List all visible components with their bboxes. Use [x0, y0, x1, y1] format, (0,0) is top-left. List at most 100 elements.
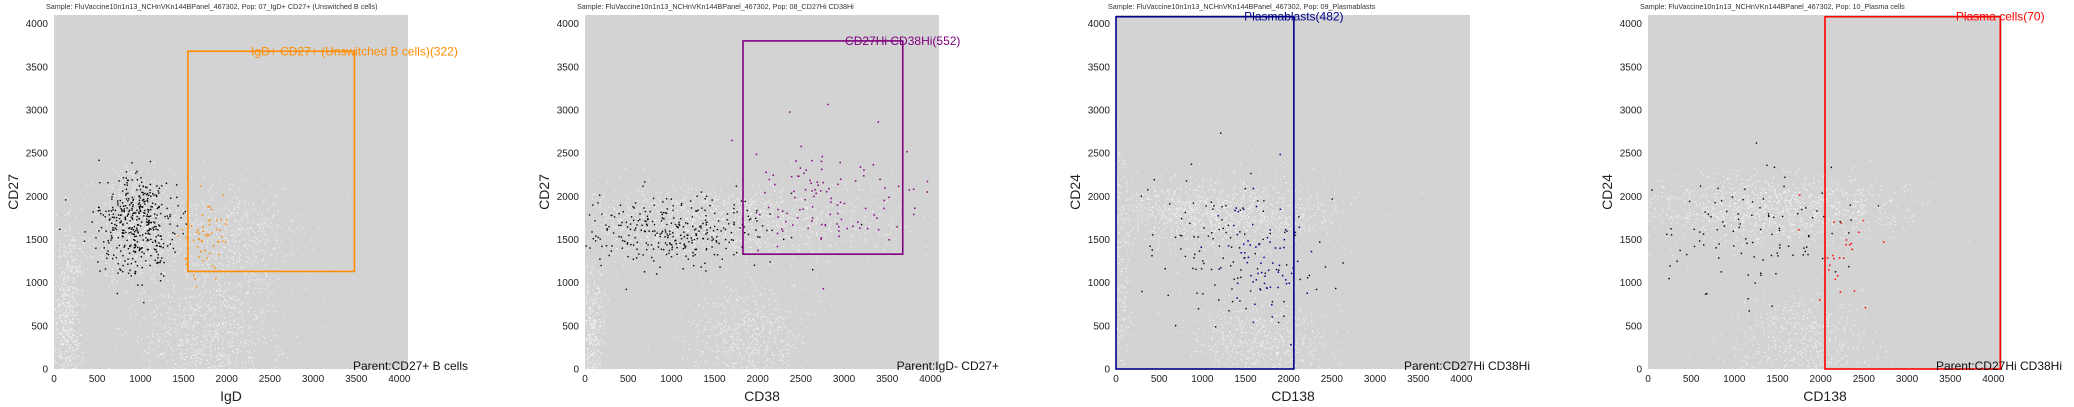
data-point [165, 182, 168, 185]
data-point [235, 220, 237, 222]
data-point [219, 224, 221, 227]
data-point [637, 200, 639, 202]
data-point [155, 303, 157, 306]
data-point [60, 319, 62, 321]
data-point [797, 335, 800, 337]
data-point [689, 256, 691, 258]
data-point [260, 312, 262, 315]
data-point [647, 235, 649, 237]
data-point [806, 327, 809, 329]
data-point [141, 224, 143, 226]
data-point [258, 281, 260, 283]
data-point [753, 250, 755, 252]
data-point [165, 239, 167, 241]
data-point [204, 277, 206, 279]
data-point [717, 323, 719, 325]
data-point [869, 226, 871, 228]
data-point [220, 248, 222, 250]
data-point [605, 217, 608, 219]
data-point [123, 232, 125, 234]
data-point [668, 211, 670, 213]
data-point [687, 186, 689, 188]
data-point [145, 213, 147, 215]
data-point [761, 312, 763, 315]
data-point [718, 223, 720, 226]
data-point [767, 220, 769, 222]
data-point [138, 201, 140, 203]
data-point [673, 189, 675, 191]
data-point [166, 224, 168, 226]
data-point [256, 256, 258, 258]
data-point [766, 348, 768, 350]
data-point [165, 187, 167, 189]
data-point [245, 230, 247, 232]
data-point [638, 236, 640, 238]
data-point [114, 233, 116, 235]
data-point [773, 330, 775, 332]
data-point [675, 266, 677, 268]
data-point [905, 226, 907, 228]
data-point [202, 286, 204, 288]
data-point [725, 267, 727, 270]
data-point [75, 365, 77, 367]
data-point [240, 290, 242, 292]
data-point [118, 217, 121, 220]
data-point [198, 357, 200, 359]
data-point [229, 312, 231, 314]
data-point [157, 290, 159, 292]
data-point [690, 205, 692, 207]
data-point [610, 226, 612, 228]
data-point [68, 356, 70, 358]
data-point [270, 184, 272, 186]
data-point [720, 261, 722, 263]
data-point [169, 199, 171, 201]
data-point [673, 204, 675, 206]
data-point [275, 346, 278, 348]
data-point [263, 279, 265, 281]
data-point [307, 207, 309, 209]
data-point [781, 354, 783, 356]
data-point [231, 251, 233, 253]
data-point [650, 275, 652, 278]
data-point [600, 224, 602, 226]
data-point [205, 342, 207, 344]
data-point [73, 323, 75, 325]
data-point [655, 226, 657, 228]
data-point [191, 278, 193, 280]
data-point [287, 216, 289, 218]
data-point [62, 340, 64, 343]
data-point [126, 215, 128, 217]
data-point [733, 304, 735, 306]
data-point [61, 334, 63, 336]
data-point [626, 214, 628, 216]
data-point [730, 238, 732, 240]
data-point [133, 247, 135, 249]
data-point [886, 244, 888, 246]
data-point [123, 229, 125, 232]
data-point [163, 352, 165, 354]
data-point [96, 208, 98, 210]
data-point [825, 214, 828, 216]
data-point [138, 211, 140, 214]
data-point [134, 257, 136, 259]
data-point [587, 334, 590, 336]
data-point [172, 232, 174, 234]
data-point [216, 359, 218, 361]
data-point [200, 229, 202, 231]
data-point [720, 212, 722, 214]
data-point [757, 352, 759, 354]
data-point [72, 277, 74, 279]
data-point [637, 223, 639, 225]
data-point [60, 368, 62, 370]
data-point [833, 201, 836, 203]
data-point [264, 242, 266, 245]
data-point [80, 361, 82, 363]
data-point [601, 351, 603, 353]
data-point [741, 356, 743, 358]
data-point [768, 243, 770, 245]
data-point [134, 246, 136, 248]
data-point [276, 335, 278, 337]
data-point [671, 212, 673, 214]
data-point [158, 215, 160, 217]
data-point [220, 353, 222, 355]
